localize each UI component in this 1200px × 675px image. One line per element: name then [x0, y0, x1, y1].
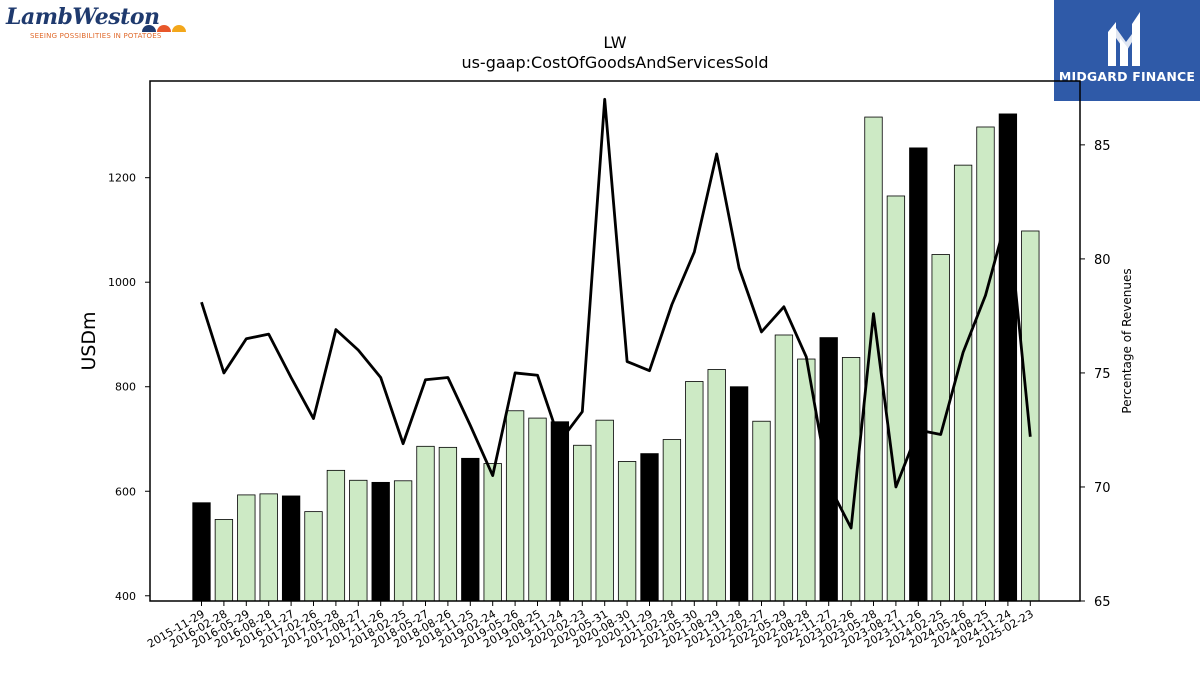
- y-tick-label: 800: [115, 381, 136, 394]
- bars-layer: [192, 113, 1040, 602]
- y2-tick-label: 85: [1094, 139, 1111, 154]
- bar-2016-08-28: [259, 493, 278, 602]
- axes-layer: 4006008001000120065707580852015-11-29201…: [108, 139, 1111, 651]
- bar-2022-02-27: [752, 420, 771, 602]
- bar-2023-11-26: [909, 147, 928, 602]
- bar-2017-02-26: [304, 511, 323, 602]
- bar-2022-11-27: [819, 337, 838, 602]
- y2-axis-label: Percentage of Revenues: [1120, 268, 1134, 413]
- bar-2020-02-23: [573, 444, 592, 602]
- line-layer: [200, 97, 1032, 530]
- bar-2021-11-28: [729, 386, 749, 602]
- lambweston-logo: LambWeston SEEING POSSIBILITIES IN POTAT…: [4, 4, 194, 44]
- bar-2021-08-29: [707, 369, 726, 602]
- midgard-finance-logo: MIDGARD FINANCE: [1054, 0, 1200, 101]
- bar-2025-02-23: [1021, 230, 1040, 602]
- lambweston-logo-tagline: SEEING POSSIBILITIES IN POTATOES: [30, 32, 162, 40]
- lambweston-logo-name: LambWeston: [6, 4, 160, 30]
- bar-2024-02-25: [931, 254, 950, 602]
- bar-2018-02-25: [393, 480, 413, 602]
- y2-tick-label: 75: [1094, 367, 1111, 382]
- midgard-finance-logo-icon: [1108, 12, 1140, 66]
- percentage-line: [200, 97, 1032, 530]
- y2-tick-label: 80: [1094, 253, 1111, 268]
- bar-2024-08-25: [976, 126, 995, 602]
- bar-2017-05-28: [326, 469, 346, 602]
- bar-2024-11-24: [998, 113, 1018, 602]
- plot-frame: [149, 80, 1081, 602]
- bar-2017-11-26: [371, 481, 390, 602]
- bar-2016-02-28: [214, 519, 234, 602]
- bar-2019-02-24: [483, 463, 502, 602]
- y2-tick-label: 70: [1094, 481, 1111, 496]
- bar-2021-02-28: [662, 439, 682, 602]
- y-tick-label: 600: [115, 485, 136, 498]
- bar-2016-05-29: [237, 494, 256, 602]
- bar-2019-11-24: [550, 421, 570, 602]
- bar-2015-11-29: [192, 502, 211, 602]
- bar-2023-08-27: [886, 195, 906, 602]
- bar-2020-11-29: [640, 453, 659, 602]
- bar-2020-05-31: [595, 419, 614, 602]
- lambweston-logo-dots: [142, 25, 186, 32]
- midgard-finance-logo-name: MIDGARD FINANCE: [1058, 69, 1196, 84]
- chart-subtitle: us-gaap:CostOfGoodsAndServicesSold: [461, 53, 768, 72]
- y2-tick-label: 65: [1094, 595, 1111, 610]
- bar-2022-05-29: [774, 334, 794, 602]
- bar-2017-08-27: [349, 479, 368, 602]
- y-axis-label: USDm: [78, 311, 100, 370]
- chart-title: LW: [603, 33, 626, 52]
- bar-2018-11-25: [461, 457, 480, 602]
- bar-2016-11-27: [281, 495, 301, 602]
- bar-2019-08-25: [528, 417, 547, 602]
- bar-2020-08-30: [617, 461, 637, 602]
- bar-2019-05-26: [505, 410, 525, 602]
- y-tick-label: 1200: [108, 172, 136, 185]
- bar-2018-05-27: [416, 445, 435, 602]
- bar-2021-05-30: [685, 381, 704, 602]
- bar-2024-05-26: [953, 164, 973, 602]
- bar-2018-08-26: [438, 446, 458, 602]
- y-tick-label: 1000: [108, 276, 136, 289]
- y-tick-label: 400: [115, 590, 136, 603]
